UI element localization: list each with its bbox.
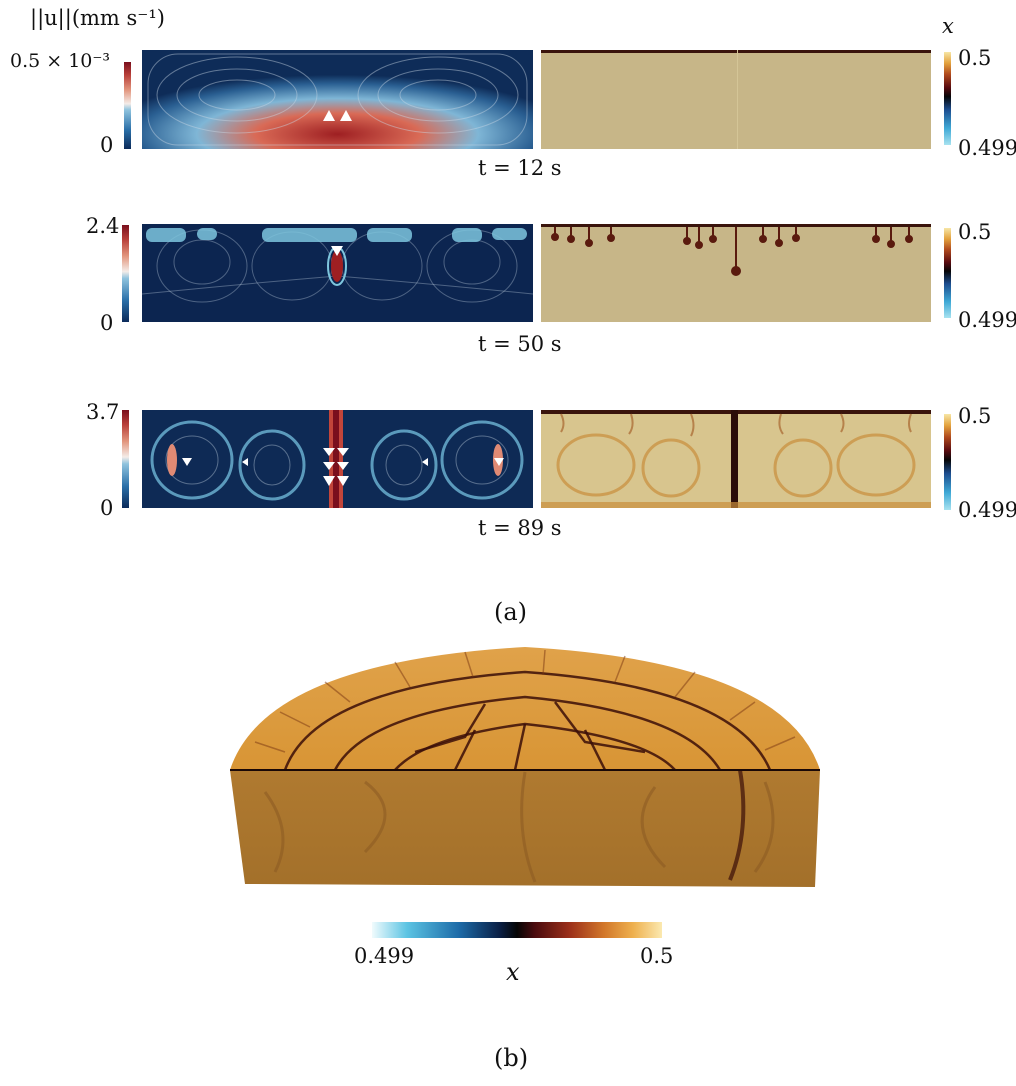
row3-velocity-colorbar [122,410,129,508]
row3-vmin-label: 0 [100,496,114,520]
row2-xmin-label: 0.499 [958,308,1016,332]
concentration-label: x [942,14,954,38]
row3-time-label: t = 89 s [478,516,562,540]
row3-concentration-field [541,410,931,508]
row3-concentration-colorbar [944,414,951,510]
panel-b-xmax-label: 0.5 [640,944,674,968]
row2-concentration-field [541,224,931,322]
row2-vmax-label: 2.4 [86,214,120,238]
row1-concentration-field [541,50,931,149]
row1-velocity-colorbar [124,62,131,149]
velocity-magnitude-label: ||u||(mm s⁻¹) [30,6,165,30]
row1-concentration-colorbar [944,52,951,145]
velocity-magnitude-text: ||u||(mm s⁻¹) [30,6,165,30]
caption-b: (b) [494,1044,529,1072]
row2-velocity-field [142,224,533,322]
row2-xmax-label: 0.5 [958,220,992,244]
panel-b-colorbar [372,922,662,938]
row3-velocity-field [142,410,533,508]
row3-time-text: t = 89 s [478,516,562,540]
row3-xmin-label: 0.499 [958,498,1016,522]
row2-vmin-label: 0 [100,311,114,335]
row1-velocity-field [142,50,533,149]
row1-vmax-label: 0.5 × 10⁻³ [10,50,111,72]
row2-velocity-colorbar [122,225,129,322]
row2-concentration-colorbar [944,228,951,318]
row1-xmin-label: 0.499 [958,136,1016,160]
row2-time-label: t = 50 s [478,332,562,356]
caption-a: (a) [494,598,528,626]
row1-time-label: t = 12 s [478,156,562,180]
panel-b-x-label: x [506,958,520,986]
row1-xmax-label: 0.5 [958,46,992,70]
row1-vmin-label: 0 [100,133,114,157]
row3-xmax-label: 0.5 [958,404,992,428]
row3-vmax-label: 3.7 [86,400,120,424]
panel-b-xmin-label: 0.499 [354,944,415,968]
row1-time-text: t = 12 s [478,156,562,180]
three-d-concentration-render [225,642,825,892]
row2-time-text: t = 50 s [478,332,562,356]
